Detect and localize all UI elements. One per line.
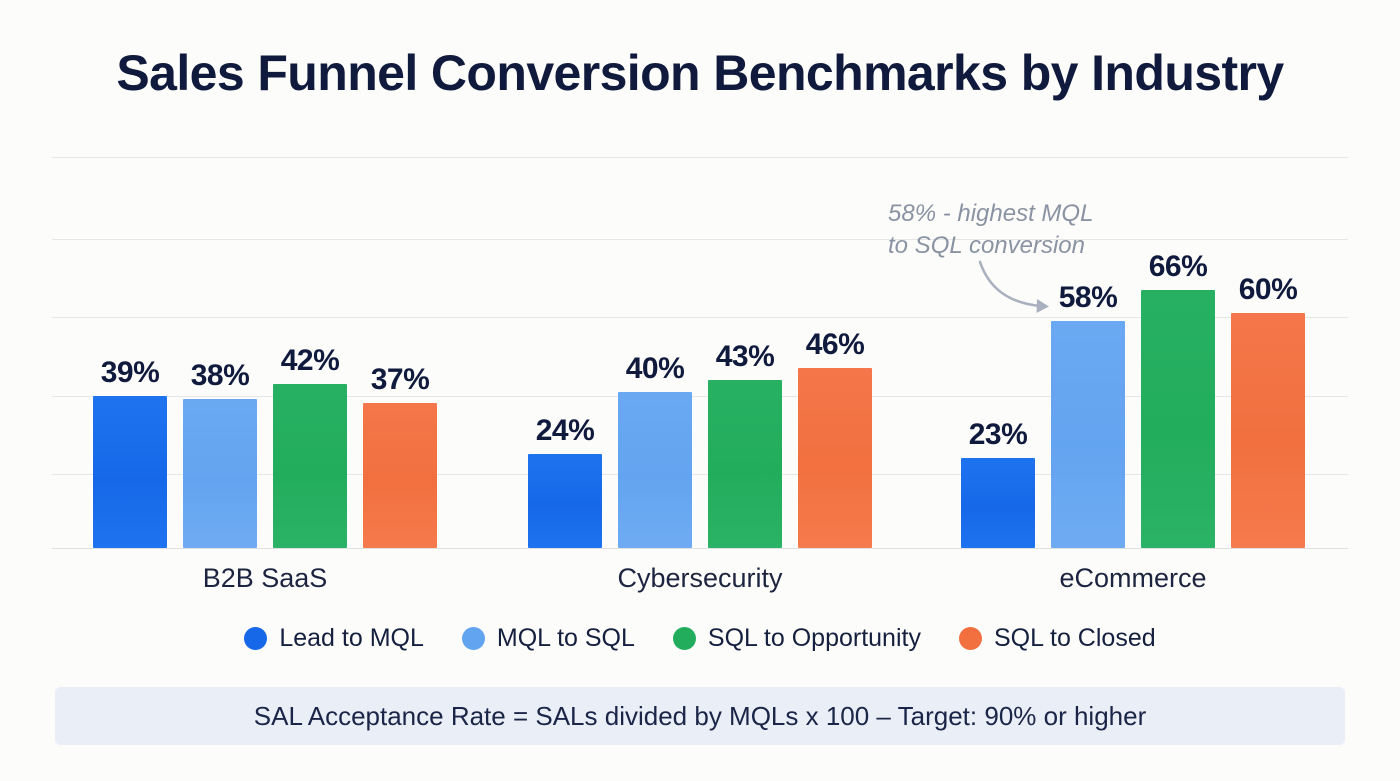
legend-swatch-icon	[461, 627, 485, 650]
bar-group: 23% 58% 66% 60%	[961, 157, 1305, 548]
legend-label: SQL to Opportunity	[707, 624, 921, 652]
footnote-text: SAL Acceptance Rate = SALs divided by MQ…	[253, 700, 1147, 731]
bar-value-label: 37%	[370, 363, 430, 397]
bar-group: 39% 38% 42% 37%	[93, 157, 437, 548]
bar[interactable]	[1231, 313, 1305, 548]
bar[interactable]	[618, 391, 692, 548]
bar-value-label: 39%	[100, 355, 160, 389]
bar-column[interactable]: 39%	[93, 356, 167, 548]
legend-item[interactable]: MQL to SQL	[461, 624, 635, 653]
legend-swatch-icon	[958, 627, 982, 650]
bar-value-label: 58%	[1058, 281, 1118, 315]
bar[interactable]	[961, 458, 1035, 548]
bar-value-label: 23%	[968, 418, 1028, 452]
bar-column[interactable]: 46%	[798, 328, 872, 548]
legend-label: MQL to SQL	[496, 624, 635, 652]
legend-label: SQL to Closed	[993, 624, 1156, 652]
bar-value-label: 43%	[715, 339, 775, 373]
gridline	[52, 548, 1348, 549]
bar-column[interactable]: 40%	[618, 352, 692, 548]
bar-column[interactable]: 43%	[708, 340, 782, 548]
bar-column[interactable]: 60%	[1231, 273, 1305, 548]
legend-swatch-icon	[244, 627, 268, 650]
bar[interactable]	[708, 379, 782, 548]
plot-area: 39% 38% 42% 37% 24% 40% 43% 46% 23% 58% 66% 60%	[52, 157, 1348, 549]
bar-column[interactable]: 24%	[528, 414, 602, 548]
annotation-line-1: 58% - highest MQL	[888, 200, 1094, 227]
annotation-line-2: to SQL conversion	[888, 231, 1086, 259]
bar-column[interactable]: 23%	[961, 418, 1035, 548]
bar-value-label: 24%	[535, 414, 595, 448]
legend-item[interactable]: SQL to Opportunity	[672, 624, 921, 653]
bar-group: 24% 40% 43% 46%	[528, 157, 872, 548]
category-label: Cybersecurity	[617, 563, 783, 593]
bar[interactable]	[363, 403, 437, 548]
category-label: eCommerce	[1059, 563, 1207, 593]
bar[interactable]	[798, 368, 872, 548]
bar[interactable]	[273, 383, 347, 548]
bar-value-label: 46%	[805, 328, 865, 362]
bar[interactable]	[1141, 289, 1215, 548]
bar-column[interactable]: 42%	[273, 344, 347, 548]
legend-label: Lead to MQL	[279, 624, 424, 652]
bar-value-label: 66%	[1148, 249, 1208, 283]
category-label: B2B SaaS	[202, 563, 328, 593]
legend: Lead to MQL MQL to SQL SQL to Opportunity S…	[0, 624, 1400, 653]
legend-item[interactable]: Lead to MQL	[244, 624, 424, 653]
bar[interactable]	[93, 395, 167, 548]
bar-value-label: 60%	[1238, 273, 1298, 307]
bar-column[interactable]: 58%	[1051, 281, 1125, 548]
bar[interactable]	[183, 399, 257, 548]
legend-swatch-icon	[672, 627, 696, 650]
bar-column[interactable]: 66%	[1141, 250, 1215, 548]
page-title: Sales Funnel Conversion Benchmarks by In…	[116, 45, 1284, 101]
footnote-band: SAL Acceptance Rate = SALs divided by MQ…	[55, 687, 1345, 745]
bar-column[interactable]: 38%	[183, 359, 257, 548]
legend-item[interactable]: SQL to Closed	[958, 624, 1156, 653]
category-axis-labels: B2B SaaS Cybersecurity eCommerce	[52, 563, 1348, 605]
bar-value-label: 42%	[280, 343, 340, 377]
bar[interactable]	[1051, 321, 1125, 548]
bar-column[interactable]: 37%	[363, 363, 437, 548]
bar[interactable]	[528, 454, 602, 548]
bar-value-label: 38%	[190, 359, 250, 393]
bar-groups: 39% 38% 42% 37% 24% 40% 43% 46% 23% 58% 66% 60%	[52, 157, 1348, 548]
bar-value-label: 40%	[625, 351, 685, 385]
annotation-callout: 58% - highest MQL to SQL conversion	[888, 198, 1138, 261]
